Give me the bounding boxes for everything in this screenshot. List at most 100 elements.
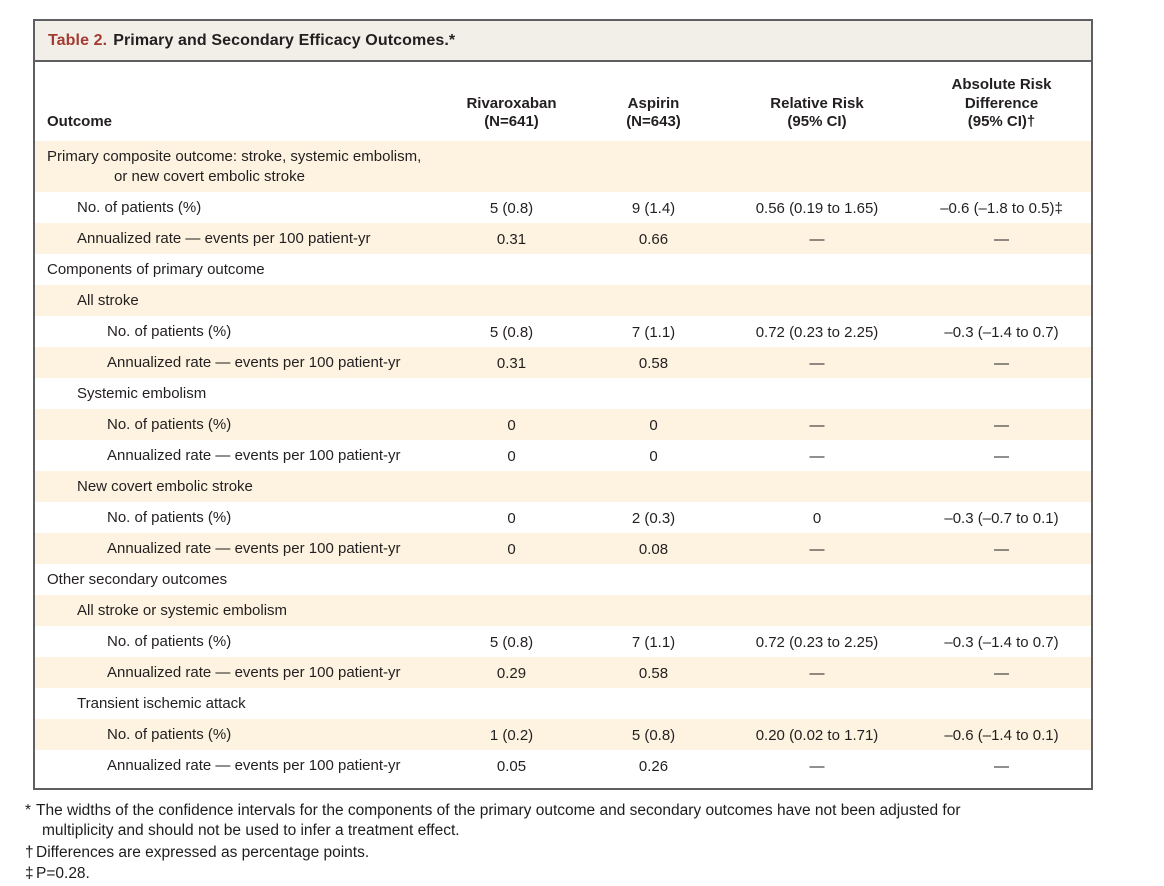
cell-value: 0.20 (0.02 to 1.71) xyxy=(755,726,879,744)
cell-value: 5 (0.8) xyxy=(631,726,676,744)
table-number: Table 2. xyxy=(48,32,108,49)
row-label: Annualized rate — events per 100 patient… xyxy=(107,664,401,682)
table-row: All stroke or systemic embolism xyxy=(35,595,1091,626)
table-row: Systemic embolism xyxy=(35,378,1091,409)
cell-value: –0.3 (–0.7 to 0.1) xyxy=(944,509,1059,527)
row-label: Other secondary outcomes xyxy=(47,571,228,589)
table-row: Other secondary outcomes xyxy=(35,564,1091,595)
table-row: All stroke xyxy=(35,285,1091,316)
footnote-mark: ‡ xyxy=(25,865,34,883)
cell-value xyxy=(912,703,1091,704)
cell-value: 0 xyxy=(507,509,516,527)
cell-value xyxy=(912,610,1091,611)
cell-value xyxy=(585,269,722,270)
row-label: No. of patients (%) xyxy=(107,509,232,527)
table-row: Primary composite outcome: stroke, syste… xyxy=(35,141,1091,192)
footnote-text: The widths of the confidence intervals f… xyxy=(36,802,961,840)
cell-value: 9 (1.4) xyxy=(631,199,676,217)
cell-value: –0.3 (–1.4 to 0.7) xyxy=(944,323,1059,341)
cell-value: 7 (1.1) xyxy=(631,323,676,341)
row-label: No. of patients (%) xyxy=(77,199,202,217)
cell-value xyxy=(722,703,912,704)
cell-value xyxy=(585,579,722,580)
cell-value: 0 xyxy=(649,416,658,434)
cell-value: 5 (0.8) xyxy=(489,199,534,217)
footnote-text: P=0.28. xyxy=(36,865,90,883)
cell-value xyxy=(585,300,722,301)
column-header-absolute-risk-difference: Absolute Risk Difference (95% CI)† xyxy=(951,75,1052,131)
cell-value xyxy=(722,486,912,487)
table-body: Primary composite outcome: stroke, syste… xyxy=(35,141,1091,788)
cell-value: 0 xyxy=(507,416,516,434)
row-label: Annualized rate — events per 100 patient… xyxy=(107,447,401,465)
table-row: Annualized rate — events per 100 patient… xyxy=(35,533,1091,564)
table-row: No. of patients (%) 0 0 — — xyxy=(35,409,1091,440)
table-row: Annualized rate — events per 100 patient… xyxy=(35,223,1091,254)
cell-value: 0.31 xyxy=(496,230,527,248)
cell-value xyxy=(585,610,722,611)
row-label: Components of primary outcome xyxy=(47,261,265,279)
row-label: No. of patients (%) xyxy=(107,323,232,341)
cell-value: 0.31 xyxy=(496,354,527,372)
table-row: Annualized rate — events per 100 patient… xyxy=(35,657,1091,688)
cell-value: — xyxy=(809,664,825,682)
cell-value: 0 xyxy=(649,447,658,465)
cell-value xyxy=(438,300,585,301)
table2-card: Table 2. Primary and Secondary Efficacy O… xyxy=(33,19,1093,790)
footnotes: * The widths of the confidence intervals … xyxy=(25,801,1025,886)
cell-value: — xyxy=(809,540,825,558)
row-label: Transient ischemic attack xyxy=(77,695,246,713)
cell-value: — xyxy=(809,354,825,372)
cell-value: — xyxy=(809,447,825,465)
cell-value: 0.08 xyxy=(638,540,669,558)
table-row: Annualized rate — events per 100 patient… xyxy=(35,750,1091,781)
footnote: † Differences are expressed as percentage… xyxy=(25,843,1025,863)
cell-value xyxy=(585,486,722,487)
cell-value: 1 (0.2) xyxy=(489,726,534,744)
cell-value: 0.29 xyxy=(496,664,527,682)
cell-value: — xyxy=(809,416,825,434)
footnote-text: Differences are expressed as percentage … xyxy=(36,843,370,861)
cell-value: 0 xyxy=(507,447,516,465)
cell-value xyxy=(912,166,1091,167)
row-label: Annualized rate — events per 100 patient… xyxy=(107,540,401,558)
table-row: Annualized rate — events per 100 patient… xyxy=(35,440,1091,471)
cell-value xyxy=(722,579,912,580)
cell-value: 0.58 xyxy=(638,354,669,372)
row-label: Annualized rate — events per 100 patient… xyxy=(107,757,401,775)
cell-value: — xyxy=(809,757,825,775)
cell-value: — xyxy=(994,540,1009,558)
cell-value: 5 (0.8) xyxy=(489,633,534,651)
cell-value xyxy=(722,166,912,167)
cell-value: 7 (1.1) xyxy=(631,633,676,651)
table-row: No. of patients (%) 5 (0.8) 9 (1.4) 0.56 (0… xyxy=(35,192,1091,223)
cell-value: — xyxy=(994,354,1009,372)
table-row: Annualized rate — events per 100 patient… xyxy=(35,347,1091,378)
cell-value xyxy=(912,393,1091,394)
table-row: No. of patients (%) 1 (0.2) 5 (0.8) 0.20 (0… xyxy=(35,719,1091,750)
cell-value xyxy=(912,300,1091,301)
column-header-row: Outcome Rivaroxaban (N=641) Aspirin (N=643… xyxy=(35,62,1091,141)
table-title-text: Primary and Secondary Efficacy Outcomes.… xyxy=(113,32,456,49)
cell-value xyxy=(912,579,1091,580)
cell-value: 0 xyxy=(812,509,822,527)
table-row: Transient ischemic attack xyxy=(35,688,1091,719)
column-header-aspirin: Aspirin (N=643) xyxy=(626,94,681,131)
cell-value xyxy=(912,269,1091,270)
cell-value: — xyxy=(994,230,1009,248)
cell-value: — xyxy=(994,664,1009,682)
cell-value: — xyxy=(994,757,1009,775)
footnote-mark: * xyxy=(25,802,32,819)
footnote: * The widths of the confidence intervals … xyxy=(25,801,1025,842)
cell-value: 0.26 xyxy=(638,757,669,775)
cell-value xyxy=(438,486,585,487)
cell-value: 0.72 (0.23 to 2.25) xyxy=(755,633,879,651)
row-label: New covert embolic stroke xyxy=(77,478,253,496)
table-row: No. of patients (%) 5 (0.8) 7 (1.1) 0.72 (0… xyxy=(35,316,1091,347)
row-label: Annualized rate — events per 100 patient… xyxy=(77,230,371,248)
cell-value: 2 (0.3) xyxy=(631,509,676,527)
cell-value xyxy=(438,579,585,580)
cell-value: — xyxy=(994,447,1009,465)
footnote-mark: † xyxy=(25,843,34,861)
